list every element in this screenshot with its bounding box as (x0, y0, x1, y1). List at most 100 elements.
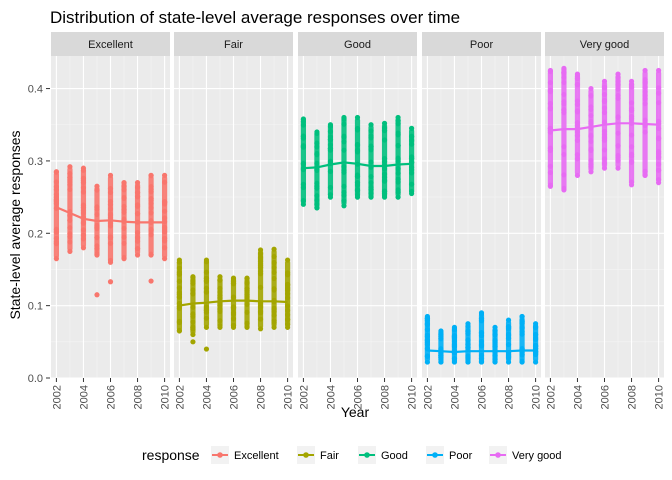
x-tick-label: 2008 (627, 385, 639, 409)
smooth-trend-line (179, 299, 288, 307)
data-point-cluster (492, 327, 498, 363)
legend-item-excellent: Excellent (211, 446, 279, 464)
x-tick-label: 2010 (407, 385, 419, 409)
data-point-outlier (107, 279, 114, 285)
x-tick-label: 2004 (201, 385, 213, 409)
legend-key-point (217, 452, 223, 458)
legend-item-very-good: Very good (489, 446, 562, 464)
data-point-cluster (628, 81, 635, 185)
legend-item-poor: Poor (426, 446, 473, 464)
data-point-cluster (257, 249, 264, 329)
y-tick-label: 0.0 (28, 373, 43, 385)
x-tick-label: 2004 (78, 385, 90, 409)
data-point-cluster (354, 117, 361, 198)
x-tick-label: 2006 (477, 385, 489, 409)
data-point-cluster (327, 124, 334, 198)
data-point-cluster (478, 312, 485, 363)
legend-key-point (495, 452, 501, 458)
data-point-cluster (67, 166, 73, 252)
facet-panel-excellent: Excellent 2002 2004 2006 2008 2010 (51, 32, 172, 409)
facet-strip-label: Good (344, 39, 371, 51)
data-point-cluster (424, 316, 431, 363)
data-point-cluster (381, 123, 388, 198)
facet-panel-good: Good 2002 2004 2006 2008 2010 (298, 32, 419, 409)
data-point-cluster (395, 117, 401, 198)
data-point-cluster (314, 131, 320, 208)
data-point-cluster (547, 70, 554, 187)
smooth-trend-line (550, 122, 659, 132)
y-tick-label: 0.1 (28, 301, 43, 313)
x-tick-label: 2010 (654, 385, 666, 409)
legend-label: Very good (512, 450, 562, 462)
x-tick-label: 2008 (133, 385, 145, 409)
legend-label: Excellent (234, 450, 279, 462)
data-point-cluster (148, 175, 154, 255)
x-tick-label: 2006 (353, 385, 365, 409)
data-point-cluster (532, 323, 539, 363)
data-point-cluster (451, 327, 458, 363)
x-tick-label: 2002 (174, 385, 186, 409)
data-point-cluster (505, 320, 512, 363)
data-point-cluster (368, 124, 374, 198)
facet-strip (298, 32, 417, 56)
facet-strip (174, 32, 293, 56)
smooth-trend-line (427, 349, 536, 354)
x-tick-label: 2008 (256, 385, 268, 409)
data-point-cluster (176, 260, 183, 331)
data-point-cluster (408, 128, 415, 194)
facet-strip (51, 32, 170, 56)
data-point-cluster (134, 182, 141, 255)
data-point-cluster (107, 175, 114, 263)
facet-panels: Excellent 2002 2004 2006 2008 2010 Fair 2002 200… (51, 32, 666, 409)
data-point-cluster (80, 168, 87, 248)
data-point-outlier (203, 346, 210, 352)
x-tick-label: 2004 (449, 385, 461, 409)
data-point-cluster (588, 88, 594, 172)
y-axis: 0.0 0.1 0.2 0.3 0.4 (28, 84, 50, 385)
data-point-cluster (300, 118, 307, 205)
legend-item-good: Good (358, 446, 408, 464)
x-tick-label: 2010 (531, 385, 543, 409)
y-tick-label: 0.3 (28, 156, 43, 168)
data-point-cluster (203, 260, 210, 328)
facet-strip-label: Very good (580, 39, 630, 51)
data-point-outlier (94, 292, 100, 298)
x-tick-label: 2008 (380, 385, 392, 409)
data-point-cluster (190, 276, 196, 335)
smooth-trend-line (55, 206, 165, 224)
y-axis-title: State-level average responses (7, 130, 23, 319)
x-tick-label: 2010 (160, 385, 172, 409)
data-point-cluster (53, 171, 60, 259)
data-point-outlier (148, 278, 154, 284)
x-tick-label: 2006 (600, 385, 612, 409)
legend-label: Good (381, 450, 408, 462)
legend-key-point (364, 452, 370, 458)
chart-title: Distribution of state-level average resp… (50, 8, 460, 27)
data-point-cluster (244, 278, 250, 328)
x-axis-title: Year (341, 404, 370, 420)
x-tick-label: 2002 (298, 385, 310, 409)
data-point-cluster (574, 74, 581, 176)
facet-strip-label: Excellent (88, 39, 133, 51)
x-tick-label: 2006 (106, 385, 118, 409)
facet-panel-fair: Fair 2002 2004 2006 2008 2010 (174, 32, 295, 409)
data-point-cluster (438, 330, 444, 363)
x-tick-label: 2004 (572, 385, 584, 409)
data-point-cluster (230, 278, 237, 328)
facet-strip (422, 32, 541, 56)
facet-strip-label: Fair (224, 39, 243, 51)
x-tick-label: 2002 (545, 385, 557, 409)
y-tick-label: 0.2 (28, 228, 43, 240)
data-point-cluster (655, 70, 662, 183)
x-tick-label: 2002 (422, 385, 434, 409)
data-point-cluster (615, 74, 621, 169)
data-point-outlier (190, 339, 196, 345)
data-point-cluster (465, 323, 471, 363)
x-tick-label: 2002 (51, 385, 63, 409)
facet-panel-poor: Poor 2002 2004 2006 2008 2010 (422, 32, 543, 409)
legend-label: Poor (449, 450, 473, 462)
facet-strip (545, 32, 664, 56)
facet-strip-label: Poor (470, 39, 494, 51)
data-point-cluster (271, 249, 277, 328)
